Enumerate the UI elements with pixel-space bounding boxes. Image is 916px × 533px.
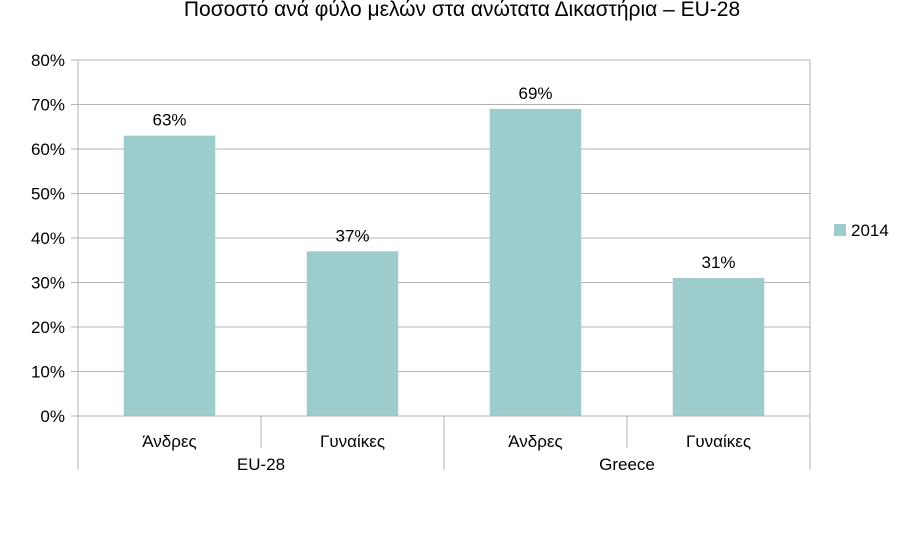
x-category-label: Άνδρες (508, 432, 562, 451)
x-group-label: EU-28 (237, 455, 285, 474)
x-category-label: Άνδρες (142, 432, 196, 451)
legend-label: 2014 (851, 221, 889, 240)
bar (489, 108, 582, 416)
y-tick-label: 70% (31, 96, 65, 115)
y-tick-label: 20% (31, 318, 65, 337)
y-tick-label: 30% (31, 274, 65, 293)
x-category-label: Γυναίκες (686, 432, 751, 451)
bar (123, 135, 216, 416)
data-label: 63% (152, 111, 186, 130)
x-category-label: Γυναίκες (320, 432, 385, 451)
x-axis: Άνδρες Γυναίκες Άνδρες Γυναίκες EU-28 Greece (77, 415, 811, 474)
y-tick-label: 60% (31, 140, 65, 159)
y-tick-label: 80% (31, 51, 65, 70)
y-axis-ticks: 0% 10% 20% 30% 40% 50% 60% 70% 80% (31, 51, 79, 426)
y-tick-label: 10% (31, 363, 65, 382)
y-tick-label: 50% (31, 185, 65, 204)
y-tick-label: 0% (40, 407, 65, 426)
data-label: 37% (335, 226, 369, 245)
legend: 2014 (834, 221, 889, 240)
bar (306, 251, 399, 416)
data-label: 31% (701, 253, 735, 272)
bar (672, 278, 765, 416)
chart-title: Ποσοστό ανά φύλο μελών στα ανώτατα Δικασ… (184, 0, 740, 21)
bars: 63% 37% 69% 31% (123, 84, 765, 416)
legend-swatch (834, 224, 846, 236)
data-label: 69% (518, 84, 552, 103)
y-tick-label: 40% (31, 229, 65, 248)
x-group-label: Greece (599, 455, 655, 474)
